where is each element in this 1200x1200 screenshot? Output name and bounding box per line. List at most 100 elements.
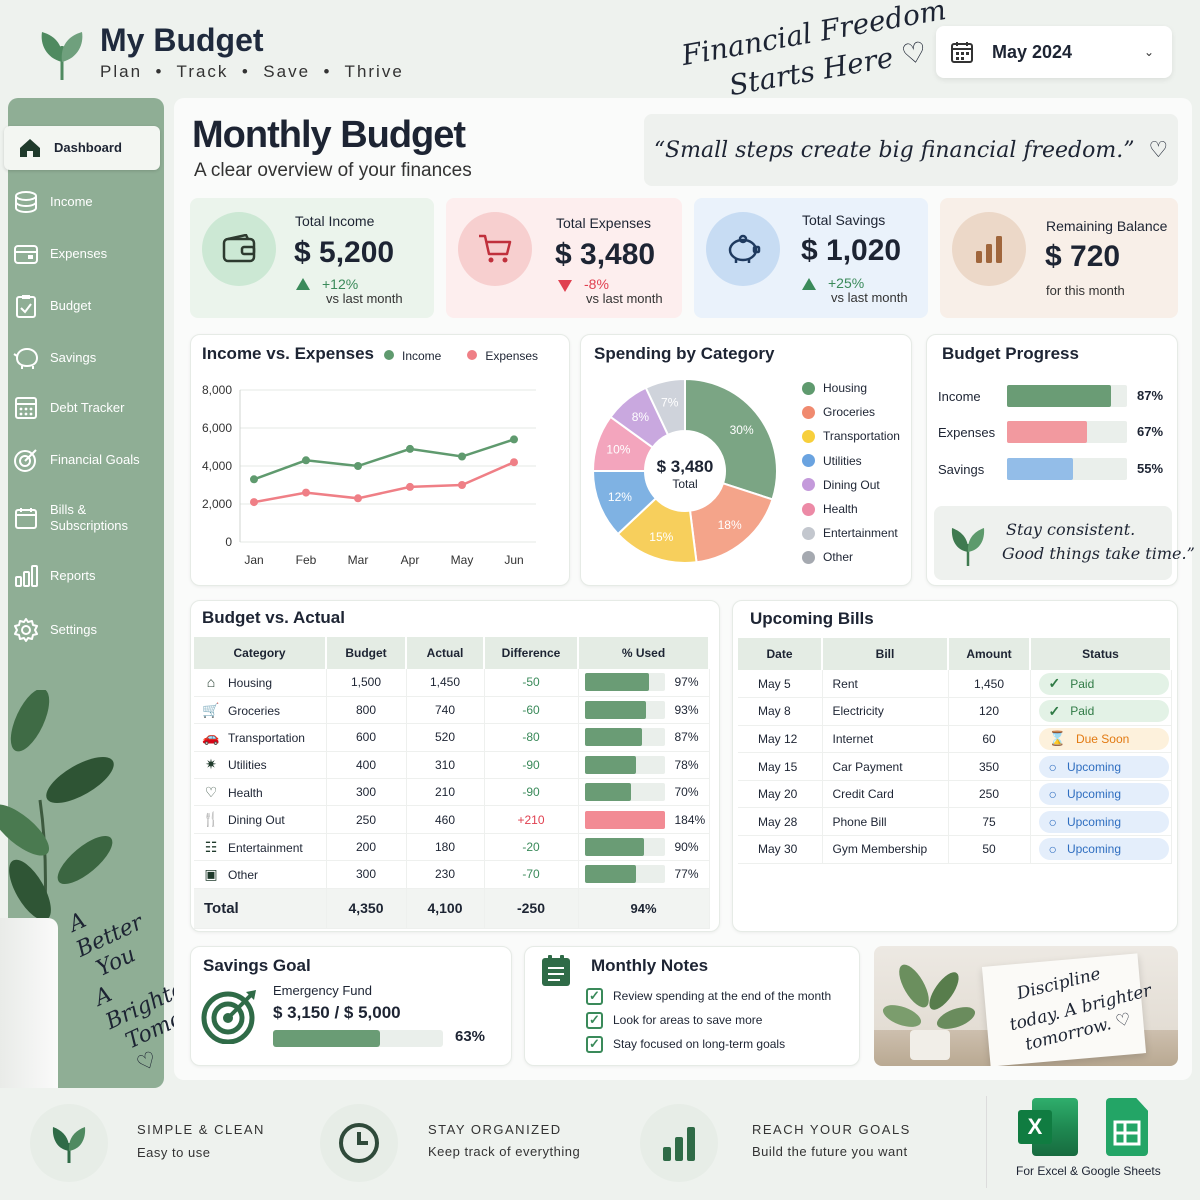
table-header: % Used — [578, 637, 710, 669]
sidebar-item-label: Dashboard — [54, 140, 122, 155]
sidebar-item-label: Settings — [50, 622, 97, 637]
feature-1-sub: Easy to use — [137, 1145, 211, 1160]
month-value: May 2024 — [992, 41, 1073, 62]
feature-2-sub: Keep track of everything — [428, 1144, 581, 1159]
pie-legend-item: Transportation — [802, 424, 900, 448]
arrow-down-icon — [558, 280, 572, 292]
header-quote: “Small steps create big financial freedo… — [644, 114, 1178, 186]
line-chart-legend: Income Expenses — [384, 349, 538, 363]
kpi-savings-label: Total Savings — [802, 212, 886, 228]
usage-bar — [584, 755, 665, 774]
sidebar-item-reports[interactable]: Reports — [0, 554, 156, 598]
bill-row: May 30 Gym Membership 50 ○ Upcoming — [738, 835, 1172, 864]
brand-title: My Budget — [100, 22, 264, 58]
status-badge: ✓ Paid — [1038, 672, 1169, 695]
bill-row: May 20 Credit Card 250 ○ Upcoming — [738, 780, 1172, 809]
status-icon: ○ — [1048, 841, 1057, 858]
progress-bar — [1007, 458, 1127, 480]
note-item: ✓ Look for areas to save more — [586, 1008, 831, 1032]
status-icon: ⌛ — [1048, 730, 1066, 747]
bill-row: May 15 Car Payment 350 ○ Upcoming — [738, 752, 1172, 781]
budget-table-title: Budget vs. Actual — [202, 608, 345, 627]
savings-goal-bar — [273, 1030, 443, 1047]
sidebar-item-financial-goals[interactable]: Financial Goals — [0, 438, 156, 482]
usage-bar — [584, 810, 665, 829]
feature-clock-icon — [320, 1104, 398, 1182]
feature-3-title: REACH YOUR GOALS — [752, 1122, 911, 1137]
checkbox-checked-icon[interactable]: ✓ — [586, 1011, 603, 1029]
status-icon: ○ — [1048, 813, 1057, 830]
kpi-income-label: Total Income — [295, 213, 375, 229]
savings-goal-name: Emergency Fund — [273, 983, 372, 998]
sidebar-item-debt-tracker[interactable]: Debt Tracker — [0, 386, 156, 430]
series-line-income — [253, 438, 515, 481]
kpi-expenses-note: vs last month — [586, 291, 663, 306]
status-badge: ⌛ Due Soon — [1038, 727, 1169, 750]
status-badge: ○ Upcoming — [1038, 783, 1169, 806]
data-point-expenses — [406, 482, 414, 491]
bill-row: May 8 Electricity 120 ✓ Paid — [738, 697, 1172, 726]
pie-legend-item: Utilities — [802, 449, 900, 473]
table-row: ☷ Entertainment 200 180 -20 90% — [194, 833, 710, 862]
sidebar-item-dashboard[interactable]: Dashboard — [4, 126, 160, 170]
pie-slice-entertainment — [644, 377, 686, 437]
motivation-photo: Discipline today. A brighter tomorrow. ♡ — [874, 946, 1178, 1066]
budget-table: Category Budget Actual Difference% Used ⌂ Hou… — [194, 637, 710, 929]
feature-3-sub: Build the future you want — [752, 1144, 908, 1159]
sidebar-item-settings[interactable]: Settings — [0, 608, 156, 652]
progress-bar — [1007, 421, 1127, 443]
kpi-expenses-label: Total Expenses — [556, 215, 651, 231]
sidebar-item-label: Expenses — [50, 246, 108, 261]
pie-chart-title: Spending by Category — [594, 344, 775, 363]
table-header: Budget — [326, 637, 407, 669]
sidebar-item-bills-subscriptions[interactable]: Bills & Subscriptions — [0, 496, 156, 540]
data-point-income — [250, 475, 258, 484]
sidebar-item-label: Savings — [50, 350, 97, 365]
data-point-income — [302, 456, 310, 465]
feature-2-title: STAY ORGANIZED — [428, 1122, 562, 1137]
gear-icon — [12, 616, 40, 644]
arrow-up-icon — [296, 278, 310, 290]
target-icon — [200, 988, 260, 1049]
x-tick-label: Feb — [296, 553, 317, 567]
note-item: ✓ Stay focused on long-term goals — [586, 1032, 831, 1056]
data-point-income — [406, 444, 414, 453]
usage-bar — [584, 783, 665, 802]
month-selector[interactable]: May 2024 ⌄ — [936, 26, 1172, 78]
kpi-balance-note: for this month — [1046, 283, 1125, 298]
home-icon: ⌂ — [206, 674, 216, 691]
kpi-savings-value: $ 1,020 — [801, 234, 902, 267]
sidebar-item-budget[interactable]: Budget — [0, 284, 156, 328]
pie-center-value: $ 3,480 — [656, 457, 714, 476]
divider — [986, 1096, 987, 1188]
pie-chart: 30% 18% 15% 12% 10% 8% 7% — [591, 377, 778, 564]
y-tick-label: 0 — [225, 535, 232, 549]
kpi-balance-label: Remaining Balance — [1046, 218, 1168, 234]
sidebar-item-savings[interactable]: Savings — [0, 336, 156, 380]
x-tick-label: Mar — [348, 553, 369, 567]
table-header: Actual — [406, 637, 485, 669]
status-badge: ○ Upcoming — [1038, 838, 1169, 861]
sidebar-item-income[interactable]: Income — [0, 180, 156, 224]
status-badge: ✓ Paid — [1038, 700, 1169, 723]
y-tick-label: 2,000 — [202, 497, 232, 511]
piggy-bank-icon — [706, 212, 780, 286]
pie-center-label: Total — [672, 477, 698, 491]
kpi-income-change: +12% — [322, 276, 359, 292]
bills-header: Status — [1030, 638, 1172, 670]
data-point-expenses — [510, 458, 518, 467]
bar-chart-icon — [952, 212, 1026, 286]
pie-legend-item: Dining Out — [802, 473, 900, 497]
data-point-income — [354, 462, 362, 470]
wallet-icon — [202, 212, 276, 286]
pie-slice-label: 7% — [661, 396, 679, 410]
y-tick-label: 6,000 — [202, 421, 232, 435]
wallet-icon — [12, 240, 40, 268]
sidebar-item-expenses[interactable]: Expenses — [0, 232, 156, 276]
checkbox-checked-icon[interactable]: ✓ — [586, 987, 603, 1005]
budget-progress-title: Budget Progress — [942, 344, 1079, 363]
pie-slice-housing — [684, 377, 778, 501]
checkbox-checked-icon[interactable]: ✓ — [586, 1035, 603, 1053]
data-point-expenses — [302, 488, 310, 497]
kpi-savings-note: vs last month — [831, 290, 908, 305]
